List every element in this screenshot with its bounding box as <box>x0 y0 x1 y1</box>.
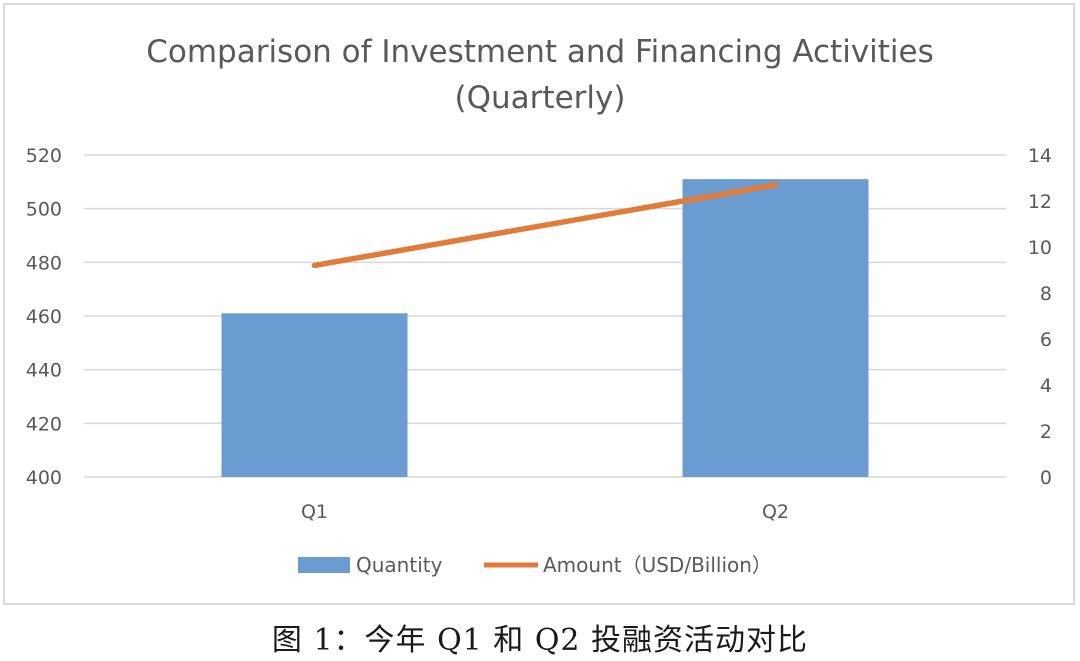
legend: Quantity Amount（USD/Billion） <box>298 553 772 577</box>
chart-title-line-2: (Quarterly) <box>455 80 626 116</box>
right-axis-tick-label: 10 <box>1028 237 1052 259</box>
right-axis-tick-label: 0 <box>1040 467 1052 489</box>
right-axis-tick-label: 2 <box>1040 421 1052 443</box>
left-axis-tick-label: 480 <box>26 252 62 274</box>
left-axis-tick-label: 520 <box>26 145 62 167</box>
left-axis-ticks: 400 420 440 460 480 500 520 <box>26 145 62 489</box>
category-labels: Q1 Q2 <box>301 501 789 523</box>
figure-caption: 图 1：今年 Q1 和 Q2 投融资活动对比 <box>271 623 809 658</box>
right-axis-ticks: 0 2 4 6 8 10 12 14 <box>1028 145 1052 489</box>
left-axis-tick-label: 440 <box>26 360 62 382</box>
amount-line-series <box>311 182 779 269</box>
bar-q1 <box>221 313 408 477</box>
right-axis-tick-label: 4 <box>1040 375 1052 397</box>
legend-swatch-quantity <box>298 557 350 573</box>
category-label: Q2 <box>762 501 789 523</box>
right-axis-tick-label: 12 <box>1028 191 1052 213</box>
left-axis-tick-label: 500 <box>26 199 62 221</box>
left-axis-tick-label: 460 <box>26 306 62 328</box>
right-axis-tick-label: 8 <box>1040 283 1052 305</box>
category-label: Q1 <box>301 501 328 523</box>
amount-line <box>311 182 779 269</box>
legend-label-quantity: Quantity <box>356 553 443 577</box>
right-axis-tick-label: 14 <box>1028 145 1052 167</box>
right-axis-tick-label: 6 <box>1040 329 1052 351</box>
bar-q2 <box>682 179 869 477</box>
chart-frame <box>3 3 1075 605</box>
left-axis-tick-label: 420 <box>26 413 62 435</box>
left-axis-tick-label: 400 <box>26 467 62 489</box>
legend-label-amount: Amount（USD/Billion） <box>543 553 772 577</box>
chart-title-line-1: Comparison of Investment and Financing A… <box>146 34 934 70</box>
bars <box>221 179 869 477</box>
